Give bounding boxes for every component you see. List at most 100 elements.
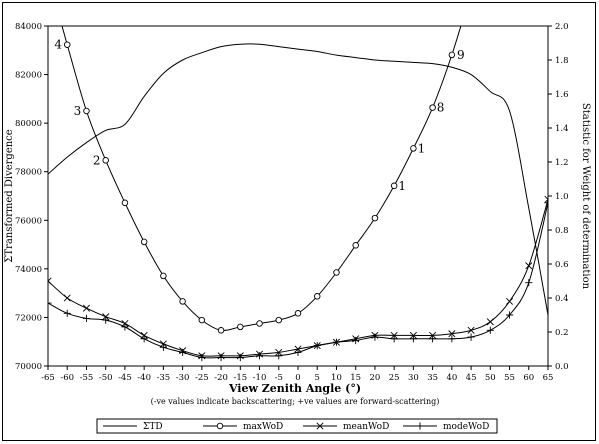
y-left-tick-label: 72000 [15,313,42,323]
series-td [48,43,548,316]
series-td-line [48,43,548,316]
x-tick-label: -5 [275,373,283,383]
x-tick-label: -35 [157,373,171,383]
y-right-tick-label: 1.6 [555,90,569,100]
series-maxwod-point [63,41,71,48]
series-maxwod-point [410,145,417,152]
x-axis-note: (-ve values indicate backscattering; +ve… [151,397,440,406]
y-axis-right-title: Statistic for Weight of determination [580,103,591,290]
annotation-label: 1 [398,179,406,193]
y-left-tick-label: 80000 [15,119,42,129]
series-modewod-point [448,335,456,343]
annotation-label: 9 [457,48,465,62]
series-modewod-point [525,279,533,287]
series-maxwod-point [313,293,321,300]
legend-point [216,422,224,430]
x-tick-label: -10 [253,373,267,383]
series-maxwod-point [217,327,225,334]
series-modewod-point [82,314,91,322]
y-right-tick-label: 1.8 [555,56,569,66]
series-modewod-point [63,309,71,317]
series-modewod-point [102,316,110,324]
annotation-label: 3 [74,104,82,118]
legend-point [416,422,424,430]
legend: ΣTD maxWoD meanWoD modeWoD [96,418,498,434]
legend-item: ΣTD [103,422,163,432]
x-tick-label: -60 [60,373,74,383]
series-modewod-point [371,333,379,341]
x-tick-label: 30 [408,373,419,383]
series-modewod-point [313,342,321,350]
series-meanwod-point [467,326,475,334]
legend-label: meanWoD [343,422,389,432]
series-modewod-point [255,352,264,360]
legend-point [316,422,324,430]
legend-item: modeWoD [403,422,489,432]
series-modewod-point [121,323,129,331]
legend-label: ΣTD [143,422,163,432]
x-tick-label: -65 [41,373,55,383]
x-tick-label: -45 [118,373,132,383]
series-layer [48,26,548,362]
series-modewod-point [140,335,148,343]
series-maxwod-point [121,199,129,207]
y-left-tick-label: 74000 [15,265,42,275]
legend-item: maxWoD [203,422,283,432]
x-tick-label: 40 [446,373,457,383]
series-meanwod-point [448,330,456,338]
series-modewod-point [544,199,548,207]
annotation-label: 1 [418,141,426,155]
x-tick-label: 35 [427,373,438,383]
series-maxwod-point [333,269,340,276]
series-modewod-point [332,338,341,346]
x-tick-label: 20 [370,373,381,383]
series-modewod [48,199,548,362]
series-maxwod-point [448,51,456,59]
series-maxwod [61,26,462,334]
x-tick-label: -20 [214,373,228,383]
y-right-tick-label: 1.4 [555,124,569,134]
series-maxwod-point [371,214,379,222]
y-right-tick-label: 1.2 [555,158,569,168]
y-left-tick-label: 82000 [15,71,42,81]
series-maxwod-line [61,26,462,332]
x-tick-label: 60 [523,373,534,383]
annotations-layer: 4 3 2 9 8 1 1 [54,38,464,193]
series-modewod-point [217,353,225,362]
x-tick-label: -25 [195,373,209,383]
series-meanwod-point [506,297,514,305]
x-tick-label: 50 [485,373,496,383]
y-left-tick-label: 76000 [15,216,42,226]
series-modewod-point [409,335,417,343]
series-modewod-point [179,348,187,356]
series-maxwod-point [390,182,398,190]
series-modewod-point [275,352,283,360]
series-maxwod-point [140,238,148,246]
x-tick-label: -15 [233,373,247,383]
annotation-label: 8 [437,101,445,115]
series-meanwod-point [63,294,71,302]
series-modewod-point [294,348,302,356]
y-axis-left-title: ΣTransformed Divergence [4,129,15,262]
y-right-tick-label: 0.4 [555,294,569,304]
series-maxwod-point [198,316,206,324]
series-modewod-point [390,335,398,343]
x-tick-label: 5 [315,373,320,383]
axes: -65 -60 -55 -50 -45 -40 -35 -30 -25 -20 -15 -10 -5 0 5… [15,22,569,383]
series-maxwod-point [160,272,167,280]
series-meanwod-point [48,277,52,285]
series-maxwod-point [352,242,359,249]
x-tick-label: -40 [137,373,151,383]
legend-label: maxWoD [243,422,283,432]
y-right-tick-label: 0.2 [555,328,569,338]
series-meanwod [48,195,548,360]
x-tick-label: 45 [466,373,477,383]
legend-item: meanWoD [303,422,389,432]
x-tick-label: -30 [176,373,190,383]
series-modewod-point [352,336,360,345]
series-meanwod-point [525,262,533,270]
annotation-label: 4 [54,38,62,52]
series-maxwod-point [179,298,186,305]
